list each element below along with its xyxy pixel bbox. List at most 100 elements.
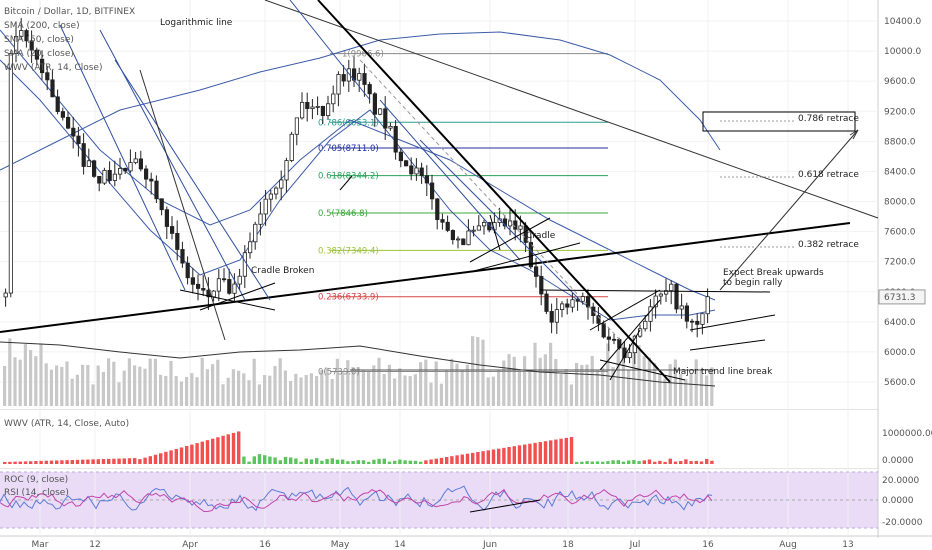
candle-body — [388, 125, 393, 129]
x-tick-label: Apr — [182, 540, 198, 550]
wwv-bar — [39, 460, 43, 464]
wwv-bar — [81, 459, 85, 464]
wwv-bar — [335, 459, 340, 464]
candle-body — [128, 162, 133, 172]
wwv-bar — [434, 458, 438, 464]
y-tick-label: 5600.0 — [884, 378, 916, 388]
candle-body — [627, 352, 632, 359]
candle-body — [60, 111, 66, 118]
fib-level-label: 0.5(7846.8) — [318, 209, 368, 219]
volume-bar — [450, 358, 454, 406]
volume-bar — [611, 367, 615, 406]
candle-body — [565, 303, 570, 308]
candle-body — [29, 40, 34, 51]
volume-bar — [491, 376, 495, 406]
volume-bar — [153, 358, 157, 406]
candle-body — [242, 252, 247, 277]
candle-body — [325, 103, 331, 117]
candle-body — [357, 73, 362, 81]
wwv-bar — [647, 459, 652, 464]
wwv-bar — [632, 460, 636, 464]
volume-bar — [699, 369, 703, 406]
wwv-bar — [143, 457, 147, 464]
wwv-bar — [299, 461, 303, 464]
candle-body — [409, 165, 414, 175]
wwv-bar — [200, 441, 204, 464]
volume-bar — [486, 377, 490, 406]
y-tick-label: 9200.0 — [884, 107, 916, 117]
wwv-bar — [49, 460, 54, 464]
volume-bar — [127, 358, 131, 406]
candle-body — [263, 198, 268, 215]
break-pointer-line — [599, 359, 686, 381]
y-tick-label: 8000.0 — [884, 198, 916, 208]
candle-body — [71, 127, 76, 137]
volume-bar — [112, 361, 116, 406]
candle-body — [393, 125, 398, 153]
wwv-bar — [70, 459, 74, 464]
candle-body — [690, 320, 695, 323]
wwv-bar — [528, 443, 532, 464]
candle-body — [175, 233, 180, 250]
candle-body — [429, 182, 435, 200]
volume-bar — [710, 367, 714, 406]
candle-body — [154, 180, 159, 200]
rsi-trend-line — [469, 499, 541, 513]
candle-body — [674, 283, 679, 310]
volume-bar — [75, 374, 79, 406]
volume-bar — [211, 364, 215, 406]
candle-body — [346, 68, 352, 82]
candle-body — [544, 293, 549, 312]
fib-level-label: 0(5739.0) — [318, 368, 360, 378]
wwv-bar — [398, 459, 402, 464]
candle-body — [695, 320, 700, 325]
candle-body — [221, 278, 227, 281]
wwv-bar — [481, 451, 485, 464]
volume-bar — [627, 369, 631, 406]
wwv-bar — [367, 461, 371, 464]
candle-body — [320, 105, 326, 117]
wwv-bar — [216, 437, 220, 464]
wedge-line — [609, 329, 641, 381]
log-resistance-line — [264, 0, 879, 219]
fib-level-label: 1(9966.6) — [342, 50, 384, 60]
volume-bar — [143, 368, 147, 406]
last-price-label: 6731.3 — [884, 293, 916, 303]
wwv-bar — [23, 461, 28, 464]
sma-200-line — [0, 31, 721, 171]
volume-bar — [86, 365, 90, 406]
volume-bar — [538, 357, 542, 406]
projection-arrowhead — [852, 129, 859, 140]
candle-body — [227, 279, 232, 294]
wwv-bar — [34, 461, 38, 464]
volume-bar — [325, 367, 329, 406]
volume-bar — [684, 378, 688, 406]
wwv-bar — [330, 458, 334, 464]
retrace-786-label: 0.786 retrace — [798, 114, 859, 124]
wedge-line — [689, 314, 776, 331]
legend-sma-200: SMA (200, close) — [4, 21, 80, 31]
wwv-y-label: 1000000.0000 — [882, 429, 932, 439]
candle-body — [653, 295, 658, 308]
volume-bar — [60, 366, 64, 406]
wwv-bar — [221, 435, 225, 464]
candle-body — [440, 219, 445, 223]
candle-body — [185, 262, 190, 279]
candle-body — [55, 96, 60, 112]
wwv-bar — [185, 446, 189, 464]
small-arrow-line — [339, 175, 353, 191]
candle-body — [34, 49, 40, 60]
volume-bar — [309, 373, 313, 406]
legend-sma-20: SMA (20, close) — [4, 49, 74, 59]
wwv-bar — [351, 461, 355, 464]
chart-title: Bitcoin / Dollar, 1D, BITFINEX — [4, 7, 135, 17]
candle-body — [424, 175, 430, 184]
volume-bar — [621, 344, 625, 406]
wwv-bar — [205, 440, 210, 464]
volume-bar — [679, 374, 683, 406]
wwv-bar — [673, 461, 678, 464]
x-tick-label: May — [331, 540, 350, 550]
volume-bar — [419, 362, 423, 406]
wwv-bar — [148, 456, 152, 464]
